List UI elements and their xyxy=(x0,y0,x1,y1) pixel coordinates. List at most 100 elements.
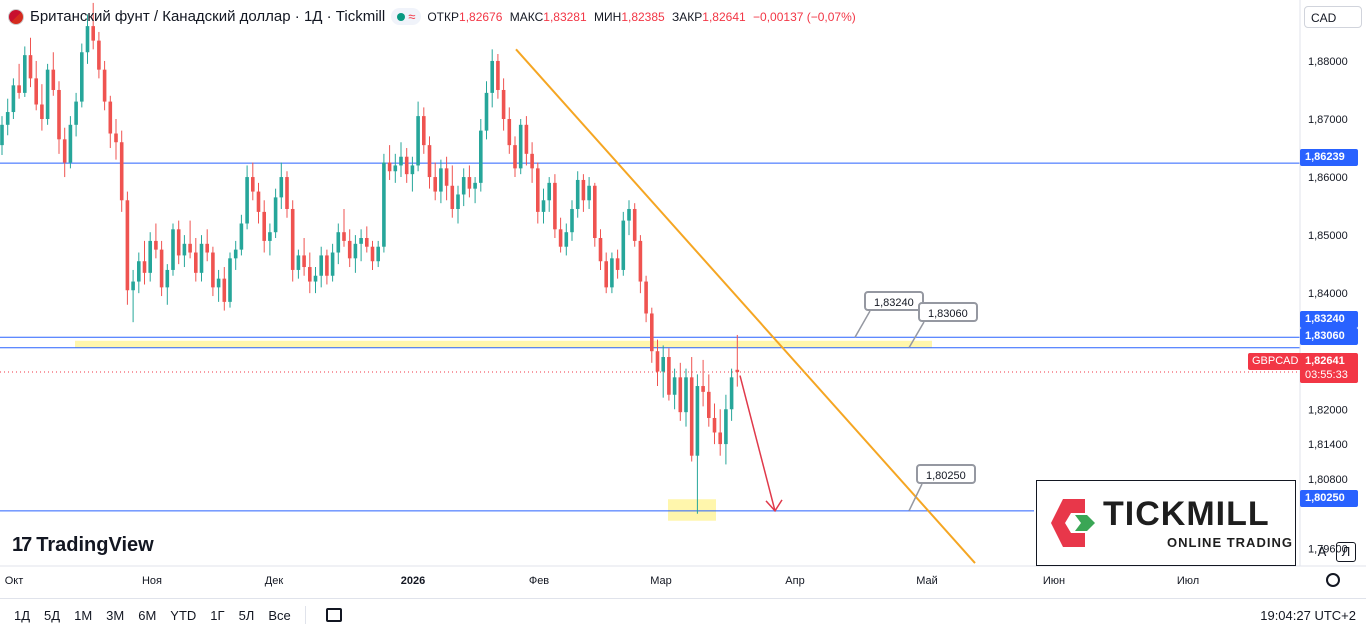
clock[interactable]: 19:04:27 UTC+2 xyxy=(1260,608,1356,623)
open-label: ОТКР xyxy=(427,9,460,24)
candle-body xyxy=(547,182,551,201)
toolbar-divider xyxy=(304,606,306,624)
approx-icon: ≈ xyxy=(408,9,416,24)
candle-body xyxy=(712,417,717,433)
timeframe-1y[interactable]: 1Г xyxy=(210,607,225,623)
candle-body xyxy=(68,124,73,163)
candle-body xyxy=(729,377,734,410)
candle-body xyxy=(319,255,323,276)
candle-body xyxy=(501,89,506,120)
candle-body xyxy=(279,177,284,198)
last-price-value: 1,82641 xyxy=(1305,355,1345,367)
candle-body xyxy=(148,240,152,273)
candle-body xyxy=(268,232,272,241)
candle-body xyxy=(479,130,483,183)
candle-body xyxy=(342,232,346,241)
timeframe-ytd[interactable]: YTD xyxy=(170,607,197,623)
candle-body xyxy=(678,377,683,413)
tickmill-mark-icon xyxy=(1051,499,1095,547)
callout-3[interactable]: 1,80250 xyxy=(916,464,976,484)
price-tick-label: 1,85000 xyxy=(1308,230,1348,242)
currency-select[interactable]: CAD xyxy=(1304,6,1362,28)
candle-body xyxy=(154,240,158,250)
candle-body xyxy=(211,252,215,288)
ohlc-readout: ОТКР1,82676 МАКС1,83281 МИН1,82385 ЗАКР1… xyxy=(427,10,855,24)
candle-body xyxy=(615,258,620,270)
candle-body xyxy=(262,211,266,241)
log-scale-button[interactable]: Л xyxy=(1336,542,1356,562)
candle-body xyxy=(176,229,181,256)
calendar-icon[interactable] xyxy=(325,608,342,622)
projection-arrow xyxy=(739,375,776,512)
tickmill-subtitle: ONLINE TRADING xyxy=(1167,535,1293,550)
level-label-3: 1,83060 xyxy=(1300,328,1358,345)
candle-body xyxy=(593,185,597,239)
candle-body xyxy=(347,240,352,259)
candle-body xyxy=(188,243,192,253)
candle-body xyxy=(496,60,500,90)
candle-body xyxy=(137,261,141,282)
low-value: 1,82385 xyxy=(621,9,665,24)
candle-body xyxy=(5,112,10,125)
candle-body xyxy=(28,55,33,79)
candle-body xyxy=(290,208,295,270)
candle-body xyxy=(416,116,420,166)
timeframe-6m[interactable]: 6М xyxy=(138,607,157,623)
tradingview-logo[interactable]: 17 TradingView xyxy=(12,534,154,557)
callout-2[interactable]: 1,83060 xyxy=(918,302,978,322)
timeframe-1d[interactable]: 1Д xyxy=(14,607,31,623)
timeframe-5y[interactable]: 5Л xyxy=(238,607,255,623)
auto-scale-button[interactable]: A xyxy=(1317,544,1327,559)
candle-body xyxy=(336,232,341,253)
timeframe-all[interactable]: Все xyxy=(268,607,291,623)
projection-arrow-head xyxy=(765,499,783,513)
candle-body xyxy=(62,139,67,163)
symbol-title[interactable]: Британский фунт / Канадский доллар · 1Д … xyxy=(30,8,386,25)
price-chart[interactable]: 1,88000 1,87000 1,86000 1,85000 1,84000 1,820… xyxy=(0,0,1366,598)
market-status[interactable]: ≈ xyxy=(391,8,422,25)
tickmill-logo: TICKMILL ONLINE TRADING xyxy=(1036,480,1296,566)
candle-body xyxy=(233,249,238,259)
candle-body xyxy=(80,52,84,102)
candle-body xyxy=(285,177,289,209)
low-zone xyxy=(668,499,716,521)
candle-body xyxy=(553,182,557,230)
change-value: −0,00137 (−0,07%) xyxy=(753,9,856,24)
candle-body xyxy=(353,243,358,259)
candle-body xyxy=(159,249,164,288)
candle-body xyxy=(632,208,637,241)
level-label-1: 1,86239 xyxy=(1300,149,1358,166)
candle-body xyxy=(205,243,209,253)
high-value: 1,83281 xyxy=(543,9,587,24)
candle-body xyxy=(672,377,677,395)
timeframe-3m[interactable]: 3М xyxy=(106,607,125,623)
candle-body xyxy=(536,168,540,212)
candle-body xyxy=(621,220,626,270)
time-tick-label: Ноя xyxy=(142,575,162,587)
price-tick-label: 1,82000 xyxy=(1308,404,1348,416)
candle-body xyxy=(239,223,244,250)
candle-body xyxy=(393,165,398,172)
price-tick-label: 1,81400 xyxy=(1308,439,1348,451)
candle-body xyxy=(45,69,50,120)
candle-body xyxy=(199,243,204,273)
candle-body xyxy=(718,432,722,445)
candle-body xyxy=(256,191,261,212)
callout-pointer-1 xyxy=(854,310,871,338)
candle-body xyxy=(558,229,563,247)
level-label-4: 1,80250 xyxy=(1300,490,1358,507)
candle-body xyxy=(707,391,711,418)
candle-body xyxy=(564,232,569,247)
candle-body xyxy=(404,156,409,175)
candle-body xyxy=(370,246,375,262)
timeframe-5d[interactable]: 5Д xyxy=(44,607,61,623)
candle-body xyxy=(382,162,386,247)
candle-body xyxy=(313,275,318,282)
candle-body xyxy=(302,255,306,268)
settings-gear-icon[interactable] xyxy=(1326,573,1340,587)
timeframe-1m[interactable]: 1М xyxy=(74,607,93,623)
time-tick-label: Дек xyxy=(265,575,284,587)
candle-body xyxy=(490,60,494,93)
candle-body xyxy=(695,386,700,456)
callout-1[interactable]: 1,83240 xyxy=(864,291,924,311)
